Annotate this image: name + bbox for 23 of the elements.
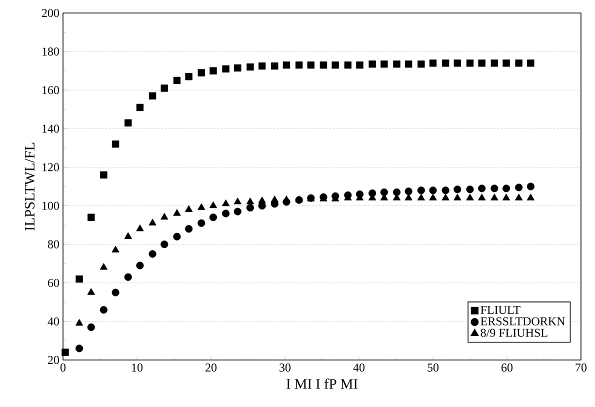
- y-tick-label: 200: [42, 8, 60, 18]
- y-tick-label: 180: [42, 48, 60, 56]
- x-tick-label: 20: [206, 364, 217, 372]
- y-tick-label: 120: [42, 163, 60, 172]
- x-tick-label: 70: [576, 364, 587, 372]
- y-tick-label: 140: [42, 124, 60, 133]
- y-tick-label: 40: [48, 317, 60, 326]
- y-tick-label: 80: [48, 240, 60, 248]
- y-tick-label: 160: [42, 86, 60, 94]
- legend-label: ERSSLTDORKN: [480, 317, 565, 326]
- legend-label: FLIULT: [480, 306, 520, 314]
- x-tick-label: 40: [353, 364, 365, 372]
- y-tick-label: 100: [42, 202, 60, 210]
- y-axis-title: ILPSLTWL/FL: [24, 142, 35, 231]
- x-tick-label: 50: [428, 364, 439, 372]
- x-axis-title: I MI I fP MI: [286, 378, 358, 389]
- legend-label: 8/9 FLIUHSL: [480, 328, 548, 337]
- x-tick-label: 0: [60, 364, 66, 372]
- x-tick-label: 60: [502, 364, 513, 372]
- y-tick-label: 60: [48, 278, 60, 287]
- x-tick-label: 10: [132, 364, 143, 372]
- x-tick-label: 30: [280, 364, 291, 372]
- y-tick-label: 20: [48, 356, 60, 364]
